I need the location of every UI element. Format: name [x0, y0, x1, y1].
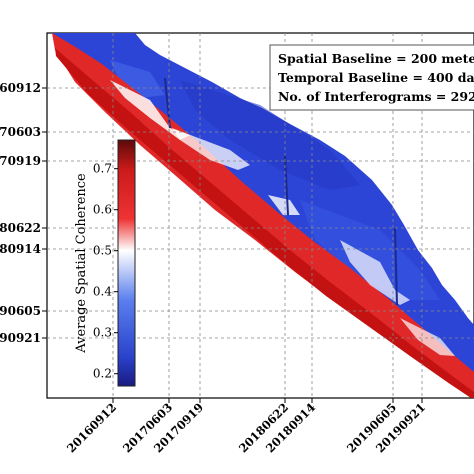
colorbar-gradient [117, 139, 136, 387]
colorbar-tick-label: 0.5 [93, 244, 112, 258]
annotation-interferogram-count: No. of Interferograms = 2921 [278, 89, 474, 104]
heatmap-white-fringe [268, 195, 300, 215]
annotation-spatial-baseline: Spatial Baseline = 200 meters [278, 51, 474, 66]
heatmap-edge [284, 154, 289, 216]
x-tick-label: 20160912 [64, 400, 119, 455]
colorbar-tick-label: 0.7 [93, 162, 112, 176]
colorbar-label: Average Spatial Coherence [74, 173, 89, 354]
annotation-frame [269, 44, 474, 111]
heatmap-blue-shade [300, 200, 440, 300]
heatmap-white-fringe [110, 80, 190, 140]
y-tick-label: 70919 [0, 154, 41, 168]
heatmap-white-fringe [172, 128, 250, 170]
y-tick-label: 80914 [0, 242, 41, 256]
colorbar-ticks: 0.7 0.6 0.5 0.4 0.3 0.2 [93, 162, 118, 381]
y-axis: 60912 70603 70919 80622 80914 90605 90921 [0, 81, 47, 345]
heatmap-blue-shade [180, 80, 360, 190]
heatmap [52, 33, 474, 398]
y-tick-label: 90605 [0, 304, 41, 318]
colorbar-tick-label: 0.2 [93, 367, 112, 381]
heatmap-red-region [52, 33, 474, 398]
annotation-temporal-baseline: Temporal Baseline = 400 days [278, 70, 474, 85]
annotation-box: Spatial Baseline = 200 meters Temporal B… [269, 44, 474, 111]
heatmap-edge [394, 227, 398, 306]
heatmap-red-dark [55, 48, 474, 398]
y-tick-label: 60912 [0, 81, 41, 95]
heatmap-white-fringe [400, 318, 455, 356]
colorbar-tick-label: 0.3 [93, 326, 112, 340]
y-tick-label: 70603 [0, 125, 41, 139]
y-tick-label: 80622 [0, 221, 41, 235]
colorbar-tick-label: 0.4 [93, 285, 112, 299]
heatmap-white-fringe [340, 240, 410, 305]
y-tick-label: 90921 [0, 331, 41, 345]
colorbar: 0.7 0.6 0.5 0.4 0.3 0.2 Average Spatial Coher… [74, 139, 136, 387]
heatmap-blue-shade [110, 60, 165, 98]
colorbar-tick-label: 0.6 [93, 203, 112, 217]
